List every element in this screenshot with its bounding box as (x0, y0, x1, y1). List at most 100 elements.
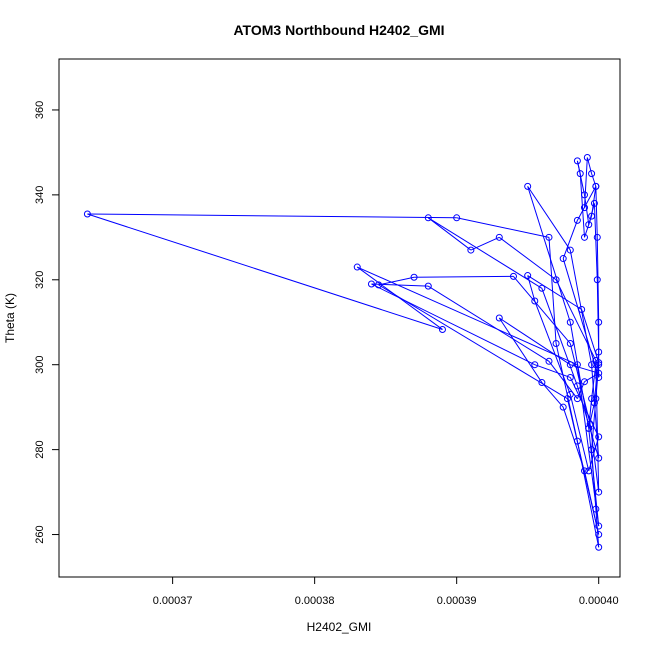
series-segment (569, 394, 590, 471)
series-segment (569, 343, 591, 425)
y-axis: 260 280 300 320 340 360 (34, 101, 59, 544)
data-point (595, 531, 603, 539)
y-tick-label: 340 (34, 186, 46, 204)
data-point (552, 276, 560, 284)
plot-box (58, 58, 621, 578)
data-point (410, 273, 418, 281)
series-segment (534, 300, 571, 395)
series-segment (470, 236, 500, 251)
series-segment (498, 317, 543, 383)
data-point (595, 522, 603, 530)
series-segment (596, 279, 600, 352)
data-point (573, 395, 581, 403)
x-tick-label: 0.00040 (579, 595, 619, 607)
x-axis-label: H2402_GMI (307, 620, 372, 634)
series-segment (357, 266, 578, 366)
series-segment (414, 275, 514, 278)
series-segment (87, 213, 443, 330)
data-point (566, 373, 574, 381)
data-point (576, 170, 584, 178)
series-segment (562, 407, 585, 472)
series-segment (541, 288, 578, 387)
data-point (593, 276, 601, 284)
data-point (424, 214, 432, 222)
data-point (566, 390, 574, 398)
series-segment (527, 186, 571, 251)
data-point (585, 221, 593, 229)
data-point (573, 361, 581, 369)
series-segment (534, 364, 571, 378)
series-segment (588, 402, 595, 429)
y-tick-label: 280 (34, 440, 46, 458)
data-point (595, 454, 603, 462)
data-point (559, 255, 567, 263)
series-segment (87, 213, 457, 219)
data-point (595, 543, 603, 551)
data-point (538, 284, 546, 292)
data-point (595, 488, 603, 496)
data-point (595, 369, 603, 377)
series-segment (427, 217, 472, 251)
data-point (573, 382, 581, 390)
data-point (509, 272, 517, 280)
data-point (83, 210, 91, 218)
series-segment (595, 186, 598, 238)
series-segment (576, 186, 597, 221)
series-segment (513, 276, 571, 344)
y-tick-label: 320 (34, 271, 46, 289)
series-segment (588, 203, 595, 225)
series-segment (527, 275, 582, 310)
series-points (83, 154, 603, 551)
series-segment (378, 284, 568, 400)
data-point (573, 437, 581, 445)
data-point (566, 318, 574, 326)
data-point (595, 318, 603, 326)
data-point (585, 467, 593, 475)
data-point (375, 281, 383, 289)
data-point (559, 403, 567, 411)
data-point (467, 246, 475, 254)
data-point (580, 467, 588, 475)
data-point (566, 361, 574, 369)
data-point (495, 233, 503, 241)
data-point (595, 348, 603, 356)
data-point (453, 214, 461, 222)
series-segment (588, 428, 600, 527)
x-tick-label: 0.00037 (153, 595, 193, 607)
data-point (592, 182, 600, 190)
series-segment (371, 283, 536, 366)
x-tick-label: 0.00038 (295, 595, 335, 607)
data-point (592, 395, 600, 403)
data-point (592, 505, 600, 513)
series-segment (589, 424, 600, 493)
series-segment (548, 237, 557, 344)
y-tick-label: 260 (34, 525, 46, 543)
data-point (566, 339, 574, 347)
y-axis-label: Theta (K) (3, 293, 17, 343)
data-point (495, 314, 503, 322)
data-point (438, 325, 446, 333)
data-point (588, 395, 596, 403)
series-segment (498, 236, 557, 281)
data-point (593, 233, 601, 241)
series-segment (591, 364, 597, 399)
data-point (531, 297, 539, 305)
data-point (588, 212, 596, 220)
data-point (588, 361, 596, 369)
series-lines (87, 157, 600, 548)
chart-title: ATOM3 Northbound H2402_GMI (233, 22, 444, 38)
series-segment (562, 220, 578, 259)
data-point (552, 339, 560, 347)
data-point (580, 378, 588, 386)
data-point (592, 361, 600, 369)
data-point (595, 433, 603, 441)
data-point (590, 199, 598, 207)
series-segment (527, 186, 571, 323)
y-tick-label: 360 (34, 101, 46, 119)
data-point (586, 420, 594, 428)
series-segment (593, 351, 600, 403)
series-segment (596, 237, 600, 323)
data-point (538, 379, 546, 387)
data-point (578, 306, 586, 314)
